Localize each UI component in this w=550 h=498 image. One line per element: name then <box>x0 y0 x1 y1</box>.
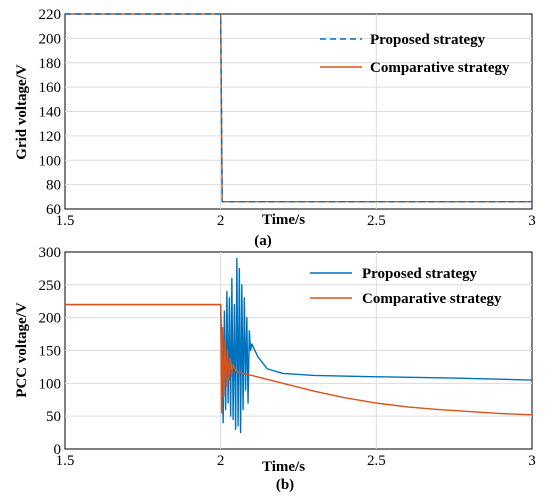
x-tick-label: 1.5 <box>56 453 75 469</box>
x-tick-label: 2 <box>217 453 225 469</box>
panel-b-grid <box>65 252 532 449</box>
y-tick-label: 300 <box>39 245 62 261</box>
panel-a-legend: Proposed strategy Comparative strategy <box>320 32 510 76</box>
panel-a-y-ticks: 60 80 100 120 140 160 180 200 220 <box>39 7 62 218</box>
series-line-comparative <box>65 13 532 203</box>
x-tick-label: 3 <box>528 453 536 469</box>
y-tick-label: 160 <box>39 80 62 96</box>
panel-a: 60 80 100 120 140 160 180 200 220 1.5 2 2.5 3 Grid … <box>14 7 536 249</box>
y-tick-label: 60 <box>46 202 61 218</box>
panel-b-x-ticks: 1.5 2 2.5 3 <box>56 453 536 469</box>
panel-a-xlabel: Time/s <box>262 212 305 228</box>
y-tick-label: 200 <box>39 31 62 47</box>
series-line-proposed <box>65 257 533 434</box>
panel-a-grid <box>65 14 532 209</box>
panel-b-series <box>65 257 533 434</box>
panel-a-caption: (a) <box>254 233 272 249</box>
panel-b-legend: Proposed strategy Comparative strategy <box>310 266 502 307</box>
x-tick-label: 3 <box>528 213 536 229</box>
legend-label-comparative: Comparative strategy <box>362 291 502 307</box>
panel-b-y-ticks: 0 50 100 150 200 250 300 <box>39 245 62 458</box>
x-tick-label: 1.5 <box>56 213 75 229</box>
legend-label-comparative: Comparative strategy <box>370 60 510 76</box>
y-tick-label: 100 <box>39 153 62 169</box>
panel-b-ylabel: PCC voltage/V <box>14 302 30 398</box>
y-tick-label: 200 <box>39 311 62 327</box>
y-tick-label: 220 <box>39 7 62 23</box>
panel-b-xlabel: Time/s <box>262 459 305 475</box>
x-tick-label: 2 <box>217 213 225 229</box>
panel-a-x-ticks: 1.5 2 2.5 3 <box>56 213 536 229</box>
y-tick-label: 100 <box>39 376 62 392</box>
y-tick-label: 80 <box>46 178 61 194</box>
panel-a-ylabel: Grid voltage/V <box>14 64 30 160</box>
y-tick-label: 250 <box>39 278 62 294</box>
y-tick-label: 180 <box>39 56 62 72</box>
y-tick-label: 0 <box>54 442 62 458</box>
y-tick-label: 140 <box>39 105 62 121</box>
panel-b: 0 50 100 150 200 250 300 1.5 2 2.5 3 PCC voltage/… <box>14 245 536 493</box>
y-tick-label: 120 <box>39 129 62 145</box>
series-line-comparative <box>65 303 533 416</box>
x-tick-label: 2.5 <box>367 213 386 229</box>
legend-label-proposed: Proposed strategy <box>362 266 478 282</box>
y-tick-label: 150 <box>39 344 62 360</box>
panel-a-series <box>65 13 532 203</box>
panel-b-caption: (b) <box>276 477 294 493</box>
legend-label-proposed: Proposed strategy <box>370 32 486 48</box>
y-tick-label: 50 <box>46 409 61 425</box>
x-tick-label: 2.5 <box>367 453 386 469</box>
